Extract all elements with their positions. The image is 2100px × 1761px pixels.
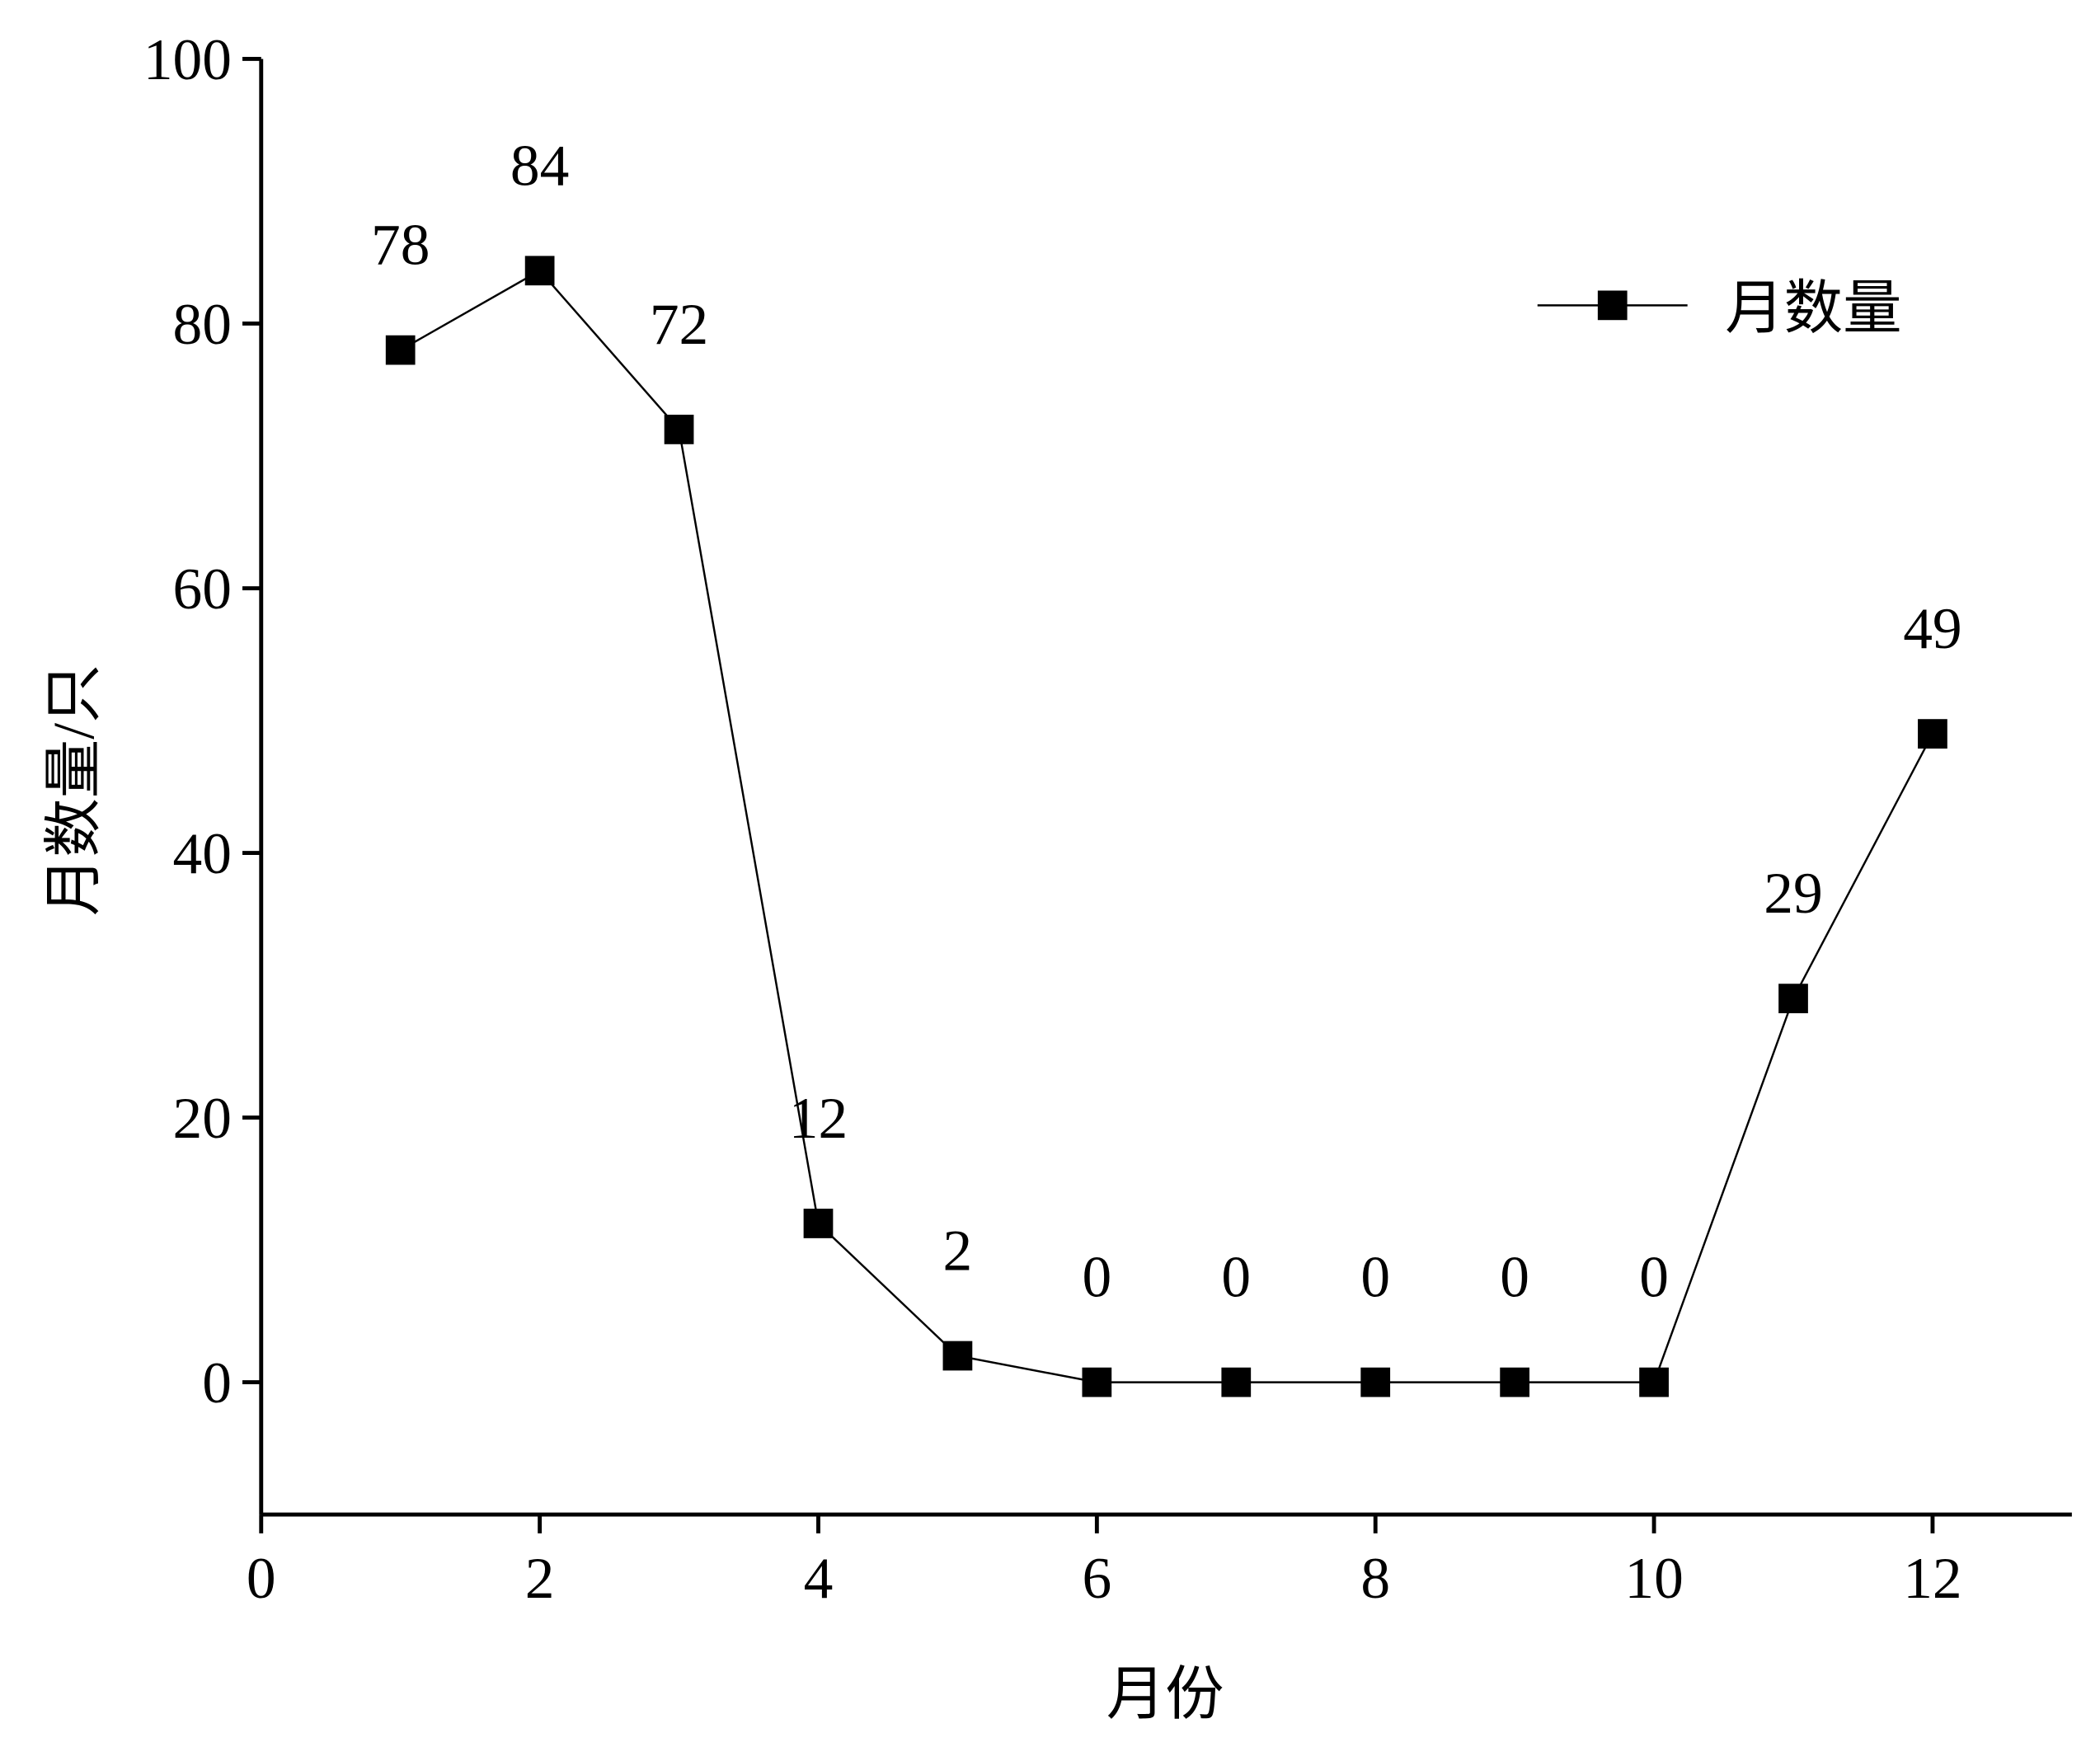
series-line [400,269,1934,1383]
data-label: 29 [1764,861,1822,926]
marker [1360,1367,1391,1397]
data-label: 12 [789,1086,848,1151]
data-label: 0 [1221,1245,1251,1310]
legend-label: 月数量 [1725,276,1901,341]
marker [664,415,694,444]
data-label: 72 [650,292,708,357]
data-label: 0 [1639,1245,1669,1310]
data-label: 0 [1360,1245,1390,1310]
x-tick-label: 12 [1903,1546,1961,1611]
marker [1221,1367,1252,1397]
x-tick-label: 10 [1624,1546,1683,1611]
marker [385,335,416,365]
y-tick-label: 20 [173,1086,232,1151]
data-label: 84 [510,133,569,198]
marker [1778,984,1808,1013]
x-tick-label: 0 [247,1546,276,1611]
data-label: 49 [1903,596,1961,661]
x-tick-label: 6 [1082,1546,1111,1611]
y-tick-label: 0 [202,1350,232,1416]
marker [1500,1367,1530,1397]
marker [1082,1367,1112,1397]
marker [524,256,555,286]
data-label: 78 [371,213,430,278]
marker [803,1209,834,1238]
y-tick-label: 80 [173,292,232,357]
data-label: 0 [1082,1245,1111,1310]
data-label: 2 [943,1219,973,1284]
x-axis-label: 月份 [1106,1662,1224,1727]
marker [1639,1367,1669,1397]
y-tick-label: 100 [143,27,232,92]
y-tick-label: 40 [173,821,232,886]
legend-marker [1597,290,1628,321]
y-axis-label: 月数量/只 [42,664,107,916]
x-tick-label: 2 [525,1546,555,1611]
y-tick-label: 60 [173,556,232,622]
data-label: 0 [1500,1245,1529,1310]
x-tick-label: 8 [1360,1546,1390,1611]
x-tick-label: 4 [804,1546,834,1611]
marker [942,1341,973,1371]
marker [1918,719,1947,749]
